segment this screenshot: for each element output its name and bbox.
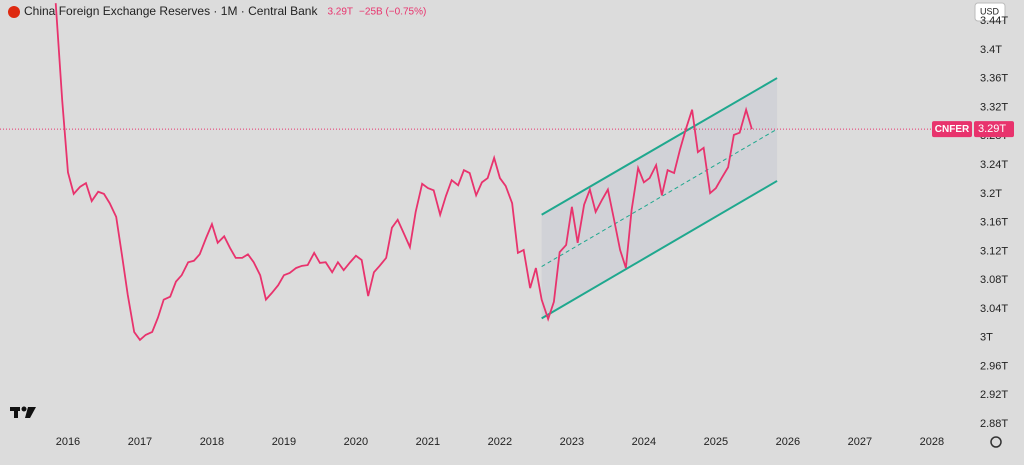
y-tick-label: 3.32T [980, 101, 1008, 113]
price-label: 3.29T [327, 7, 353, 18]
settings-icon[interactable] [990, 436, 1002, 448]
y-tick-label: 3.36T [980, 73, 1008, 85]
x-tick-label: 2020 [344, 436, 368, 448]
x-tick-label: 2019 [272, 436, 296, 448]
channel-lower [541, 180, 778, 320]
x-tick-label: 2022 [488, 436, 512, 448]
x-tick-label: 2021 [416, 436, 440, 448]
x-tick-label: 2018 [200, 436, 224, 448]
currency-label[interactable]: USD [980, 6, 1000, 16]
y-tick-label: 2.92T [980, 389, 1008, 401]
y-tick-label: 2.88T [980, 418, 1008, 430]
currency-button[interactable] [974, 2, 1006, 22]
x-tick-label: 2024 [632, 436, 656, 448]
logo [10, 406, 36, 418]
x-tick-label: 2017 [128, 436, 152, 448]
plot-area [54, 3, 778, 342]
y-tick-label: 3.04T [980, 303, 1008, 315]
x-tick-label: 2023 [560, 436, 584, 448]
price-box [974, 121, 1014, 138]
x-tick-label: 2025 [704, 436, 728, 448]
x-tick-label: 2016 [56, 436, 80, 448]
channel-upper [541, 77, 778, 216]
series-name: CNFER [935, 124, 970, 135]
y-tick-label: 3.2T [980, 188, 1002, 200]
channel-middle [541, 128, 778, 267]
y-tick-label: 3.24T [980, 159, 1008, 171]
x-tick-label: 2027 [848, 436, 872, 448]
y-tick-label: 3T [980, 332, 993, 344]
series-line [54, 3, 753, 342]
x-tick-label: 2026 [776, 436, 800, 448]
y-tick-label: 3.12T [980, 245, 1008, 257]
chart-title: China Foreign Exchange Reserves · 1M · C… [24, 4, 318, 18]
y-tick-label: 3.4T [980, 44, 1002, 56]
x-tick-label: 2028 [920, 436, 944, 448]
change-label: −25B (−0.75%) [359, 7, 426, 18]
y-tick-label: 3.08T [980, 274, 1008, 286]
series-name-box [932, 121, 972, 138]
y-tick-label: 3.16T [980, 217, 1008, 229]
flag-icon [8, 6, 20, 18]
y-tick-label: 2.96T [980, 360, 1008, 372]
price-tag: 3.29T [978, 123, 1006, 135]
y-tick-label: 3.44T [980, 15, 1008, 27]
